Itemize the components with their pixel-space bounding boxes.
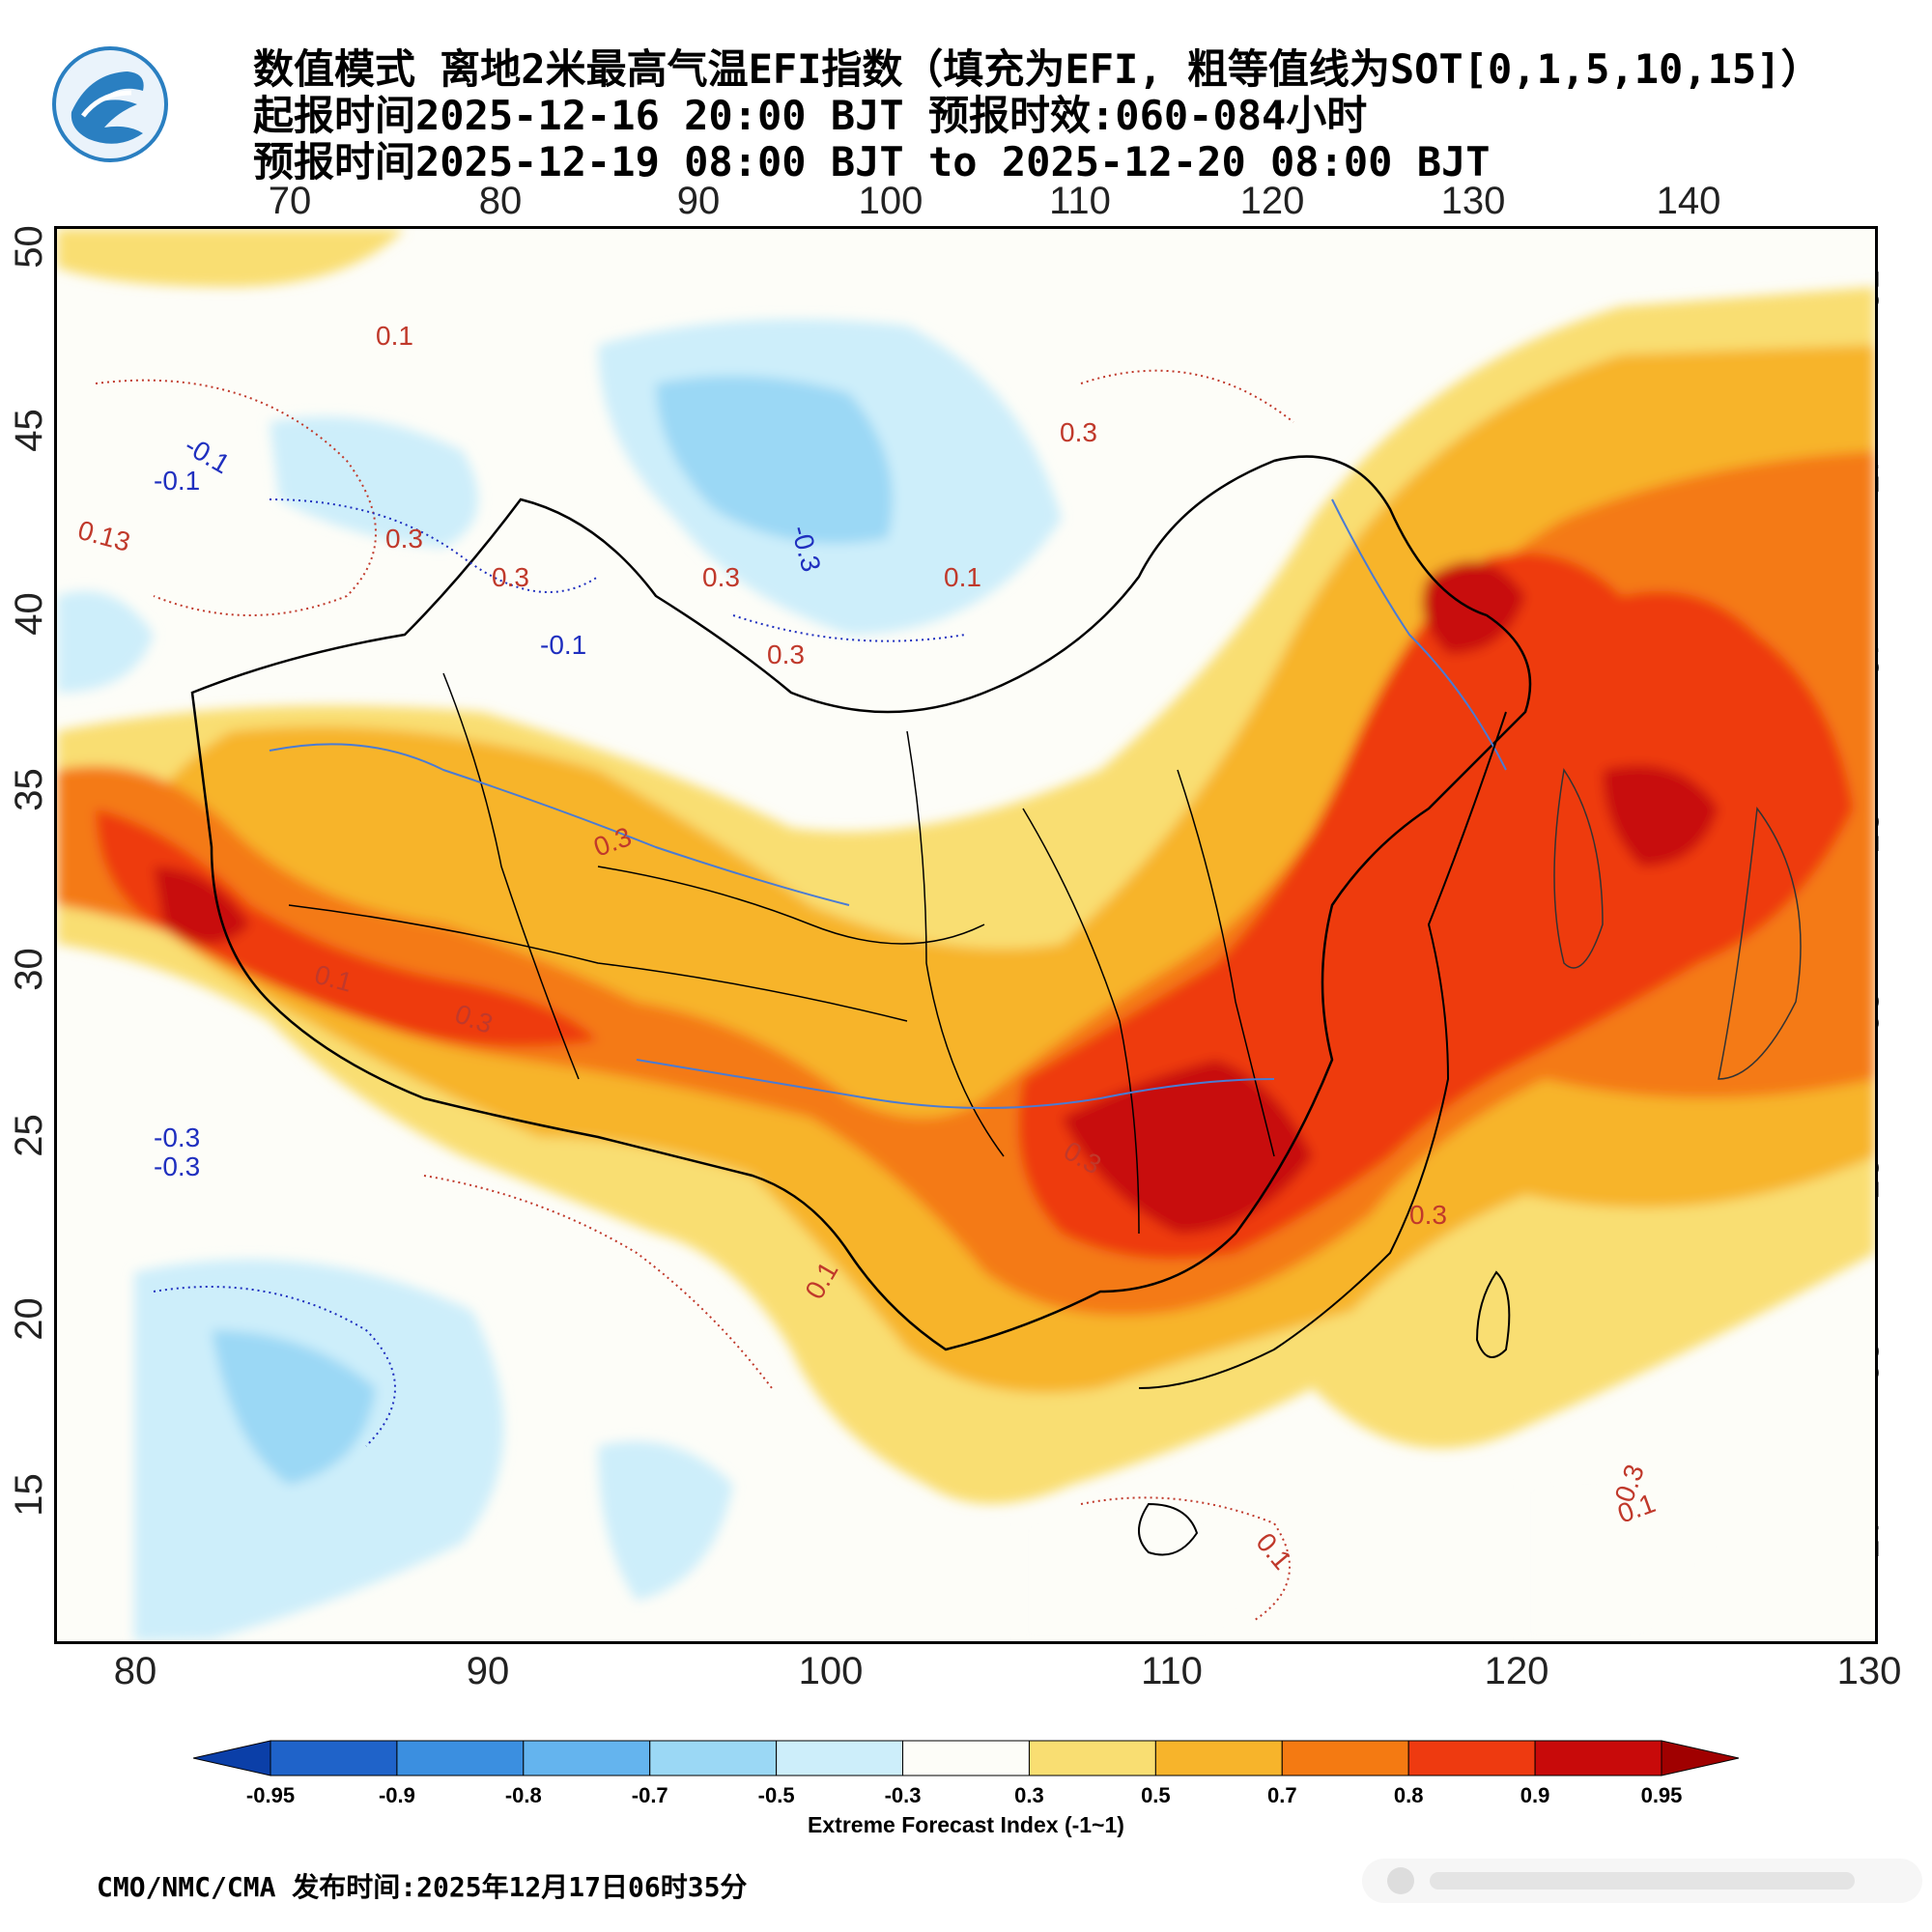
colorbar-tick-label: -0.5 <box>757 1783 795 1807</box>
province-line <box>906 730 1005 1157</box>
colorbar-tick-label: 0.5 <box>1141 1783 1171 1807</box>
contour-label: -0.3 <box>154 1151 200 1181</box>
colorbar-cell <box>523 1740 651 1776</box>
colorbar-tick-label: -0.7 <box>631 1783 668 1807</box>
colorbar-title: Extreme Forecast Index (-1~1) <box>808 1812 1124 1837</box>
hainan-outline <box>1138 1502 1199 1556</box>
province-line <box>1177 769 1275 1157</box>
contour-label: -0.1 <box>540 630 586 660</box>
top-lon-label: 90 <box>676 180 721 222</box>
title-line-2: 起报时间2025-12-16 20:00 BJT 预报时效:060-084小时 <box>253 92 1368 139</box>
left-lat-label: 30 <box>8 948 50 991</box>
contour-label: 0.1 <box>376 321 413 351</box>
province-line <box>597 866 985 945</box>
coastline <box>1138 711 1507 1389</box>
contour-line <box>1080 1496 1291 1621</box>
colorbar-tick-label: 0.3 <box>1014 1783 1044 1807</box>
contour-label: 0.3 <box>385 524 423 554</box>
colorbar-cell <box>1028 1740 1156 1776</box>
contour-line <box>423 1175 773 1389</box>
colorbar-tick-label: 0.8 <box>1393 1783 1424 1807</box>
left-lat-label: 20 <box>8 1297 50 1341</box>
title-line-3: 预报时间2025-12-19 08:00 BJT to 2025-12-20 0… <box>253 138 1491 185</box>
contour-line <box>153 1286 396 1447</box>
china-border <box>190 455 1532 1351</box>
efi-map: 0.1 -0.1 -0.1 0.3 0.13 0.3 -0.3 0.1 0.3 0.3 -0.1 0.… <box>54 226 1878 1644</box>
colorbar-cell <box>649 1740 778 1776</box>
issuer-footer: CMO/NMC/CMA 发布时间:2025年12月17日06时35分 <box>97 1871 748 1903</box>
left-lat-label: 50 <box>8 225 50 269</box>
contour-line <box>95 379 377 616</box>
colorbar-cell <box>1154 1740 1283 1776</box>
colorbar-cell <box>776 1740 904 1776</box>
contour-label: 0.3 <box>492 562 529 592</box>
bottom-lon-label: 80 <box>113 1650 157 1692</box>
japan-outline <box>1718 807 1802 1080</box>
left-lat-label: 35 <box>8 768 50 811</box>
contour-label: 0.3 <box>767 639 805 669</box>
contour-label: 0.3 <box>702 562 740 592</box>
efi-colorbar <box>193 1740 1739 1776</box>
province-line <box>1022 808 1140 1235</box>
left-lat-label: 40 <box>8 592 50 636</box>
colorbar-cell <box>1281 1740 1409 1776</box>
cma-logo <box>50 44 170 168</box>
colorbar-tick-label: -0.8 <box>504 1783 542 1807</box>
left-lat-label: 15 <box>8 1473 50 1517</box>
colorbar-cells <box>193 1740 1739 1776</box>
colorbar-tick-label: 0.7 <box>1266 1783 1297 1807</box>
contour-label: 0.1 <box>944 562 981 592</box>
contour-label: -0.3 <box>154 1122 200 1152</box>
bottom-lon-label: 120 <box>1484 1650 1549 1692</box>
river <box>269 743 850 906</box>
colorbar-tick-label: -0.95 <box>245 1783 296 1807</box>
bottom-lon-label: 100 <box>798 1650 864 1692</box>
top-lon-label: 140 <box>1656 180 1721 222</box>
contour-line <box>269 498 599 593</box>
river <box>1331 498 1507 771</box>
top-lon-label: 120 <box>1239 180 1305 222</box>
top-lon-label: 70 <box>268 180 312 222</box>
colorbar-cell <box>902 1740 1030 1776</box>
colorbar-tick-label: 0.9 <box>1520 1783 1550 1807</box>
bottom-lon-label: 110 <box>1141 1650 1203 1692</box>
bottom-lon-label: 130 <box>1836 1650 1902 1692</box>
colorbar-arrow-right <box>1661 1740 1739 1776</box>
contour-label: 0.3 <box>1060 417 1097 447</box>
watermark <box>1362 1851 1922 1913</box>
left-lat-label: 45 <box>8 409 50 452</box>
bottom-lon-label: 90 <box>466 1650 510 1692</box>
colorbar-tick-label: -0.9 <box>378 1783 415 1807</box>
contour-label: 0.3 <box>1409 1200 1447 1230</box>
colorbar-cell <box>396 1740 525 1776</box>
colorbar-cell <box>1407 1740 1536 1776</box>
korea-outline <box>1553 768 1604 969</box>
province-line <box>288 904 908 1022</box>
colorbar-cell <box>1534 1740 1662 1776</box>
colorbar-tick-label: 0.95 <box>1640 1783 1683 1807</box>
contour-line <box>1080 369 1294 423</box>
top-lon-label: 80 <box>478 180 523 222</box>
contour-line <box>732 614 966 642</box>
colorbar-tick-label: -0.3 <box>884 1783 922 1807</box>
left-lat-label: 25 <box>8 1114 50 1157</box>
colorbar-arrow-left <box>193 1740 271 1776</box>
title-line-1: 数值模式 离地2米最高气温EFI指数（填充为EFI, 粗等值线为SOT[0,1,… <box>253 45 1822 93</box>
top-lon-label: 100 <box>858 180 923 222</box>
taiwan-outline <box>1475 1270 1511 1358</box>
top-lon-label: 130 <box>1440 180 1506 222</box>
efi-map-canvas: 0.1-0.1-0.10.30.130.3-0.30.10.30.3-0.10.… <box>57 229 1875 1641</box>
colorbar-cell <box>270 1740 398 1776</box>
top-lon-label: 110 <box>1049 180 1111 222</box>
river <box>636 1059 1275 1109</box>
province-line <box>442 672 580 1080</box>
contour-label: -0.1 <box>154 466 200 496</box>
